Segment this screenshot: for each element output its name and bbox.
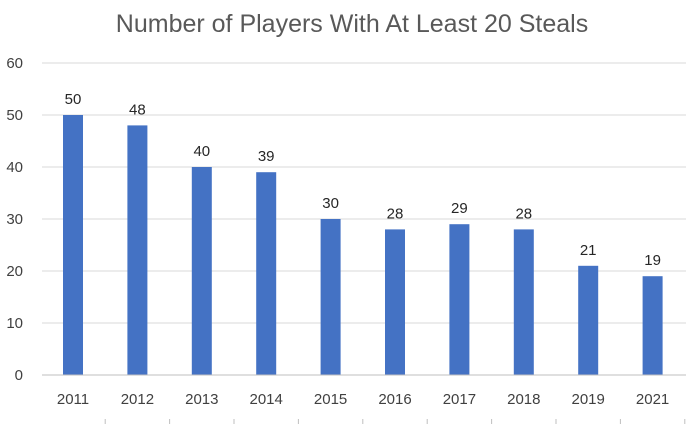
data-label: 28 (515, 205, 532, 222)
data-labels: 50 48 40 39 30 28 29 28 21 19 (65, 91, 661, 269)
y-tick-label: 20 (6, 263, 23, 280)
data-label: 28 (387, 205, 404, 222)
bar (513, 229, 534, 375)
data-label: 39 (258, 148, 275, 165)
data-label: 29 (451, 200, 468, 217)
x-axis: 2011 2012 2013 2014 2015 2016 2017 2018 2019 2021 (42, 374, 686, 424)
x-tick-label: 2019 (572, 391, 605, 408)
chart-title: Number of Players With At Least 20 Steal… (116, 10, 588, 38)
x-tick-label: 2018 (507, 391, 540, 408)
bar (642, 276, 663, 375)
y-tick-label: 10 (6, 315, 23, 332)
x-tick-label: 2021 (636, 391, 669, 408)
data-label: 50 (65, 91, 82, 108)
data-label: 21 (580, 242, 597, 259)
y-axis: 0 10 20 30 40 50 60 (6, 55, 23, 384)
data-label: 30 (322, 195, 339, 212)
x-tick-label: 2017 (443, 391, 476, 408)
bars (63, 115, 663, 376)
y-tick-label: 0 (15, 367, 23, 384)
x-tick-label: 2015 (314, 391, 347, 408)
y-tick-label: 30 (6, 211, 23, 228)
bar (191, 167, 212, 375)
bar (256, 172, 277, 375)
bar (127, 125, 148, 376)
data-label: 48 (129, 101, 146, 118)
data-label: 40 (193, 143, 210, 160)
x-tick-label: 2013 (185, 391, 218, 408)
y-tick-label: 50 (6, 107, 23, 124)
x-tick-label: 2012 (121, 391, 154, 408)
bar (63, 115, 83, 375)
x-tick-label: 2016 (378, 391, 411, 408)
y-tick-label: 60 (6, 55, 23, 72)
bar (385, 229, 405, 375)
bar (578, 265, 599, 375)
y-tick-label: 40 (6, 159, 23, 176)
x-tick-label: 2014 (250, 391, 283, 408)
bar (449, 224, 470, 375)
bar (320, 219, 341, 375)
data-label: 19 (644, 252, 661, 269)
x-tick-label: 2011 (57, 391, 89, 408)
